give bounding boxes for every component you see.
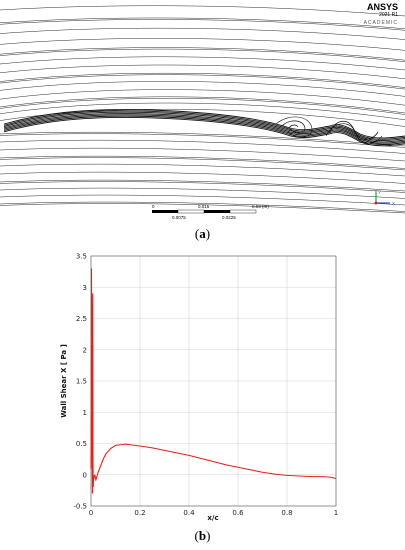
- x-tick-label: 1: [334, 509, 338, 517]
- triad-origin: [374, 201, 378, 205]
- y-tick-label: 2: [83, 346, 87, 354]
- logo-edition: ACADEMIC: [364, 20, 398, 26]
- series-line: [90, 268, 337, 494]
- x-tick-label: 0: [89, 509, 93, 517]
- y-tick-label: 2.5: [76, 315, 87, 323]
- y-axis-label: Wall Shear X [ Pa ]: [60, 344, 68, 418]
- streamline: [0, 187, 405, 199]
- streamline: [0, 157, 405, 171]
- streamline: [0, 98, 405, 115]
- caption-a-label: a: [199, 226, 206, 241]
- streamline: [0, 74, 405, 90]
- streamline: [0, 155, 405, 169]
- x-tick-label: 0.8: [281, 509, 292, 517]
- streamline: [0, 181, 405, 193]
- scale-seg-1: [152, 210, 178, 213]
- streamline: [0, 19, 405, 31]
- streamline: [0, 147, 405, 162]
- x-tick-label: 0.2: [134, 509, 145, 517]
- ansys-logo: ANSYS 2021 R1 ACADEMIC: [364, 2, 399, 26]
- y-tick-labels: -0.5 0 0.5 1 1.5 2 2.5 3 3.5: [73, 253, 87, 511]
- streamline: [0, 64, 405, 80]
- scale-seg-2: [177, 209, 205, 214]
- logo-brand: ANSYS: [367, 2, 398, 12]
- streamline: [0, 81, 405, 97]
- streamline-plot: ANSYS 2021 R1 ACADEMIC 0 0.015 0.03 (m) …: [0, 2, 405, 220]
- y-tick-label: 0.5: [76, 440, 87, 448]
- streamline: [0, 56, 405, 71]
- streamline: [0, 102, 405, 121]
- streamline: [0, 163, 405, 177]
- streamline: [0, 171, 405, 184]
- streamline: [0, 48, 405, 62]
- streamlines: [0, 5, 405, 214]
- streamline: [0, 131, 405, 147]
- caption-b-label: b: [198, 528, 207, 543]
- foil-boundary-line: [3, 116, 405, 147]
- caption-a: (a): [194, 226, 211, 241]
- scale-label-003: 0.03 (m): [252, 204, 269, 209]
- foil-boundary-line: [3, 114, 405, 144]
- scale-seg-3: [204, 210, 230, 213]
- x-tick-label: 0.6: [232, 509, 244, 517]
- scale-label-0015: 0.015: [198, 204, 210, 209]
- triad-x-label: X: [392, 201, 395, 206]
- streamline: [0, 201, 405, 212]
- y-tick-label: 3: [83, 284, 87, 292]
- caption-b: (b): [194, 528, 211, 543]
- x-tick-label: 0.4: [183, 509, 195, 517]
- y-tick-label: -0.5: [73, 503, 87, 511]
- x-axis-label: x/c: [207, 514, 218, 522]
- scale-label-00225: 0.0225: [222, 215, 236, 220]
- streamline: [0, 96, 405, 114]
- y-tick-label: 1: [83, 409, 87, 417]
- scale-bar: 0 0.015 0.03 (m) 0.0075 0.0225: [152, 204, 269, 220]
- logo-version: 2021 R1: [379, 12, 398, 18]
- triad-y-label: Y: [378, 190, 381, 195]
- separation-vortex: [281, 120, 306, 133]
- streamline: [0, 72, 405, 88]
- streamline: [0, 38, 405, 51]
- foil-boundary-line: [3, 111, 405, 142]
- streamline: [0, 133, 405, 148]
- scale-label-00075: 0.0075: [172, 215, 186, 220]
- axis-triad: Y X: [374, 190, 395, 206]
- grid: [90, 255, 337, 507]
- streamline: [0, 203, 405, 214]
- streamline: [0, 27, 405, 40]
- y-tick-label: 1.5: [76, 378, 87, 386]
- scale-label-0: 0: [152, 204, 155, 209]
- streamline: [0, 194, 405, 206]
- y-tick-label: 3.5: [76, 253, 87, 261]
- streamline: [0, 179, 405, 192]
- scale-seg-4: [229, 209, 257, 214]
- streamline: [0, 139, 405, 154]
- wall-shear-chart: 0 0.2 0.4 0.6 0.8 1 -0.500.511.522.533.5 x/c …: [60, 253, 338, 523]
- streamline: [0, 17, 405, 30]
- streamline: [0, 47, 405, 61]
- streamline: [0, 89, 405, 106]
- streamline: [0, 5, 405, 17]
- y-tick-label: 0: [83, 471, 87, 479]
- foil-boundary-line: [3, 109, 405, 139]
- x-tick-labels: 0 0.2 0.4 0.6 0.8 1: [89, 509, 338, 517]
